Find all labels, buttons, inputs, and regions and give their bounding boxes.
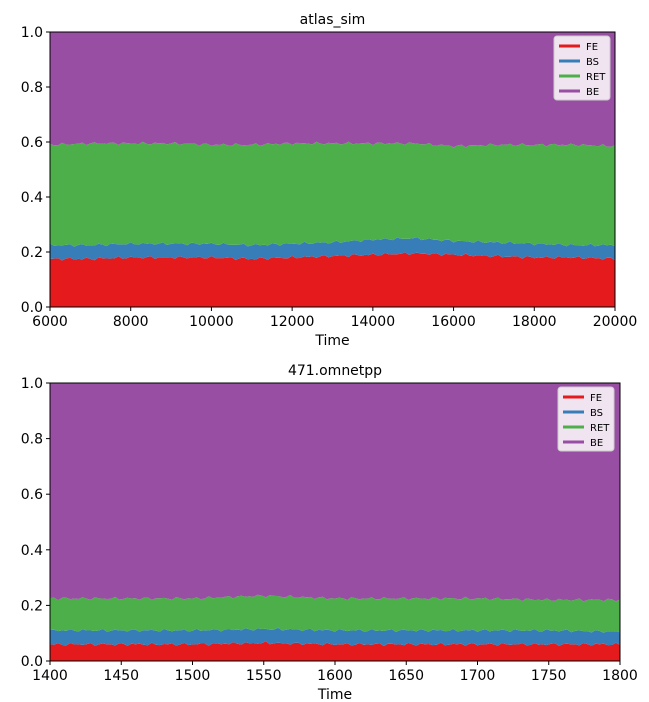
area-ret [50,141,615,247]
legend-box [553,35,611,101]
legend-label-be: BE [590,438,603,449]
x-tick-label: 12000 [270,314,315,330]
x-tick-label: 1400 [32,668,68,684]
x-tick-label: 8000 [113,314,149,330]
x-tick-label: 1650 [388,668,424,684]
y-tick-label: 0.4 [21,190,43,206]
area-be [50,32,615,148]
legend-label-ret: RET [586,72,606,83]
area-ret [50,594,620,633]
chart-atlas-sim: 6000 8000 10000 12000 14000 16000 18000 20000 0.… [21,12,638,349]
legend-label-fe: FE [586,42,598,53]
x-tick-label: 10000 [189,314,234,330]
legend-label-be: BE [586,87,599,98]
legend-box [557,386,615,452]
y-tick-label: 0.8 [21,432,43,448]
y-tick-label: 0.0 [21,654,43,670]
y-tick-label: 0.8 [21,80,43,96]
legend-label-bs: BS [586,57,599,68]
chart-471-omnetpp-svg: 1400 1450 1500 1550 1600 1650 1700 1750 1800 0.0 0… [21,363,638,702]
y-tick-label: 0.4 [21,543,43,559]
chart-title: atlas_sim [300,12,366,28]
x-tick-label: 20000 [593,314,638,330]
area-bs [50,237,615,261]
legend-label-ret: RET [590,423,610,434]
x-tick-label: 1500 [175,668,211,684]
y-tick-label: 1.0 [21,25,43,41]
chart-471-omnetpp: 1400 1450 1500 1550 1600 1650 1700 1750 1800 0.0 0… [0,355,649,702]
x-tick-label: 16000 [431,314,476,330]
area-bs [50,627,620,646]
x-tick-label: 1800 [602,668,638,684]
area-fe [50,641,620,661]
y-tick-label: 0.0 [21,300,43,316]
area-be [50,383,620,602]
x-tick-label: 1750 [531,668,567,684]
x-axis-label: Time [314,333,349,349]
x-tick-label: 14000 [351,314,396,330]
y-tick-label: 0.6 [21,487,43,503]
x-tick-label: 1700 [460,668,496,684]
x-tick-label: 1600 [317,668,353,684]
x-tick-label: 18000 [512,314,557,330]
y-tick-label: 0.6 [21,135,43,151]
y-tick-label: 1.0 [21,376,43,392]
chart-atlas-sim-svg: 6000 8000 10000 12000 14000 16000 18000 20000 0.… [21,12,638,349]
legend-label-fe: FE [590,393,602,404]
plot-frame [49,31,616,308]
x-tick-label: 1450 [103,668,139,684]
y-tick-label: 0.2 [21,245,43,261]
y-tick-label: 0.2 [21,598,43,614]
chart-title: 471.omnetpp [288,363,382,379]
legend-label-bs: BS [590,408,603,419]
x-axis-label: Time [317,687,352,702]
x-tick-label: 1550 [246,668,282,684]
area-fe [50,252,615,307]
x-tick-label: 6000 [32,314,68,330]
